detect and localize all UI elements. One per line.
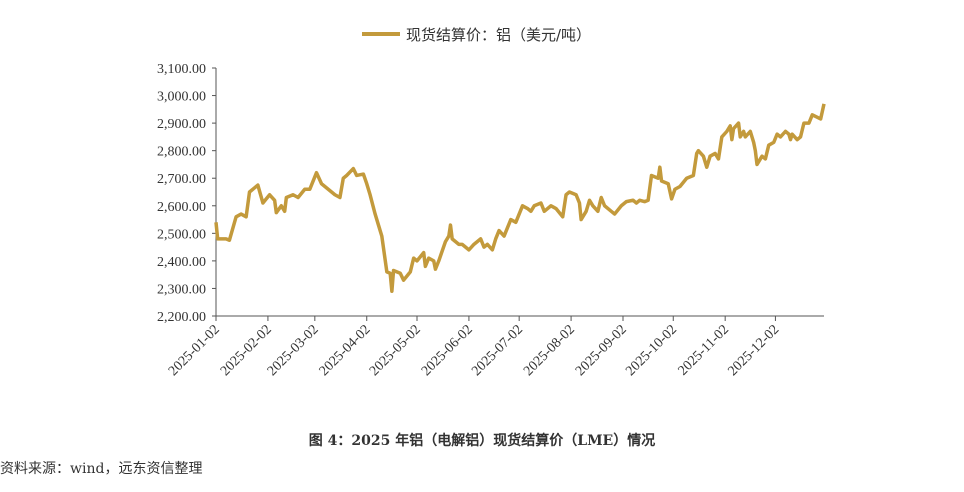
x-tick-label: 2025-08-02 [521, 322, 578, 379]
caption: 图 4：2025 年铝（电解铝）现货结算价（LME）情况 [309, 432, 655, 449]
y-tick-label: 2,800.00 [157, 145, 206, 160]
y-tick-label: 3,100.00 [157, 62, 206, 77]
x-tick-label: 2025-11-02 [676, 322, 732, 378]
y-tick-label: 2,700.00 [157, 172, 206, 187]
y-tick-label: 2,600.00 [157, 200, 206, 215]
x-tick-label: 2025-05-02 [367, 322, 424, 379]
y-tick-label: 2,200.00 [157, 310, 206, 325]
y-tick-label: 2,900.00 [157, 117, 206, 132]
x-tick-label: 2025-06-02 [419, 322, 476, 379]
x-tick-label: 2025-03-02 [265, 322, 322, 379]
x-tick-label: 2025-12-02 [725, 322, 782, 379]
y-tick-label: 2,300.00 [157, 282, 206, 297]
price-line [214, 103, 826, 293]
y-tick-label: 2,500.00 [157, 227, 206, 242]
x-tick-label: 2025-04-02 [317, 322, 374, 379]
x-tick-label: 2025-07-02 [469, 322, 526, 379]
x-tick-label: 2025-09-02 [573, 322, 630, 379]
source: 资料来源：wind，远东资信整理 [0, 461, 202, 477]
y-tick-label: 2,400.00 [157, 255, 206, 270]
y-tick-label: 3,000.00 [157, 90, 206, 105]
x-tick-label: 2025-10-02 [623, 322, 680, 379]
legend-label: 现货结算价：铝（美元/吨） [406, 26, 591, 44]
x-tick-label: 2025-01-02 [166, 322, 223, 379]
